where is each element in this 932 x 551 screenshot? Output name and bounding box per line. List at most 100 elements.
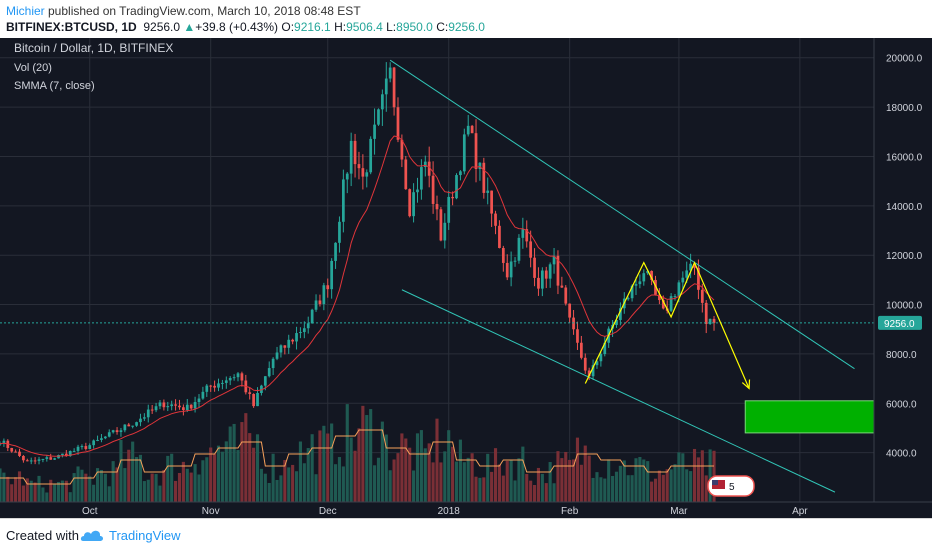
candle-down [533,257,536,278]
candle-up [548,264,552,279]
candle-up [76,446,80,451]
volume-bar [216,445,221,502]
volume-bar [41,487,45,502]
candle-up [630,285,634,299]
volume-bar [119,439,123,502]
volume-bar [294,471,299,502]
candle-up [591,365,595,377]
candle-down [474,133,478,170]
volume-bar [478,477,482,502]
candle-up [143,417,146,419]
volume-bar [462,462,466,502]
candle-down [505,262,509,278]
volume-bar [630,475,634,502]
candle-up [669,296,673,311]
candle-up [166,406,170,408]
candle-up [271,358,275,369]
volume-bar [521,446,525,502]
price-change: +39.8 (+0.43%) [195,20,279,34]
candle-up [517,237,521,261]
volume-bar [181,461,185,502]
volume-bar [501,475,505,502]
candle-up [57,455,60,459]
candle-up [0,443,2,445]
candle-down [182,407,185,411]
price-axis[interactable]: 20000.0 18000.0 16000.0 14000.0 12000.0 10000… [886,54,923,460]
price-tick-label: 20000.0 [886,54,923,65]
candle-down [564,287,568,304]
candle-up [260,385,263,393]
candle-up [123,424,127,431]
candle-up [447,196,451,223]
volume-bar [376,457,381,502]
candle-up [41,458,45,460]
candle-up [381,94,384,110]
candle-down [587,370,591,377]
author-link[interactable]: Michier [6,4,45,18]
volume-bar [17,471,22,502]
volume-bar [361,405,365,502]
candle-down [560,285,564,288]
volume-bar [431,462,435,502]
channel-upper-line [389,59,855,370]
chart-area[interactable]: 20000.0 18000.0 16000.0 14000.0 12000.0 10000… [0,38,932,518]
candle-up [119,430,123,433]
publish-date: published on TradingView.com, March 10, … [44,4,361,18]
volume-bar [700,450,704,502]
volume-bar [454,461,459,502]
candle-up [100,438,103,440]
candle-up [423,161,427,168]
candle-up [170,404,174,407]
volume-bar [154,474,158,502]
volume-bar [595,472,599,502]
candle-up [466,125,470,135]
candle-down [64,453,68,457]
candle-down [115,430,119,433]
candle-up [232,377,236,379]
candle-down [451,196,454,199]
candle-up [37,459,41,461]
volume-bar [259,468,263,502]
volume-bar [490,471,494,502]
candle-down [556,255,560,286]
volume-bar [657,470,661,502]
candle-up [595,361,599,366]
price-chart[interactable]: 20000.0 18000.0 16000.0 14000.0 12000.0 10000… [0,38,932,518]
volume-bar [451,446,455,502]
candle-up [131,425,135,427]
candle-up [330,260,334,290]
volume-bar [72,473,76,502]
candle-up [412,192,415,217]
volume-bar [626,475,630,502]
time-tick-label: Mar [670,506,688,517]
time-axis[interactable]: Oct Nov Dec 2018 Feb Mar Apr [82,506,808,517]
volume-bar [302,463,306,502]
volume-bar [505,460,509,502]
candle-down [501,247,505,263]
volume-bar [135,457,139,502]
volume-bar [95,468,100,502]
time-tick-label: Feb [561,506,579,517]
drawings[interactable] [389,59,883,493]
candle-down [529,241,533,258]
candle-up [708,318,712,325]
candle-up [334,242,337,261]
volume-bar [197,474,201,502]
candle-up [68,450,72,457]
candle-down [162,402,166,408]
candle-up [677,282,681,297]
volume-bar [131,441,135,502]
candle-up [689,263,692,271]
candle-up [205,385,209,392]
legend: Bitcoin / Dollar, 1D, BITFINEX Vol (20) … [14,41,173,92]
candle-down [49,457,53,460]
volume-bar [373,465,377,502]
tradingview-link[interactable]: TradingView [109,528,181,543]
time-tick-label: Dec [319,506,337,517]
publish-info: Michier published on TradingView.com, Ma… [6,4,361,18]
volume-bar [244,413,248,502]
volume-bar [560,458,564,502]
last-price: 9256.0 [143,20,181,34]
volume-bar [599,477,603,502]
volume-bar [646,461,650,502]
